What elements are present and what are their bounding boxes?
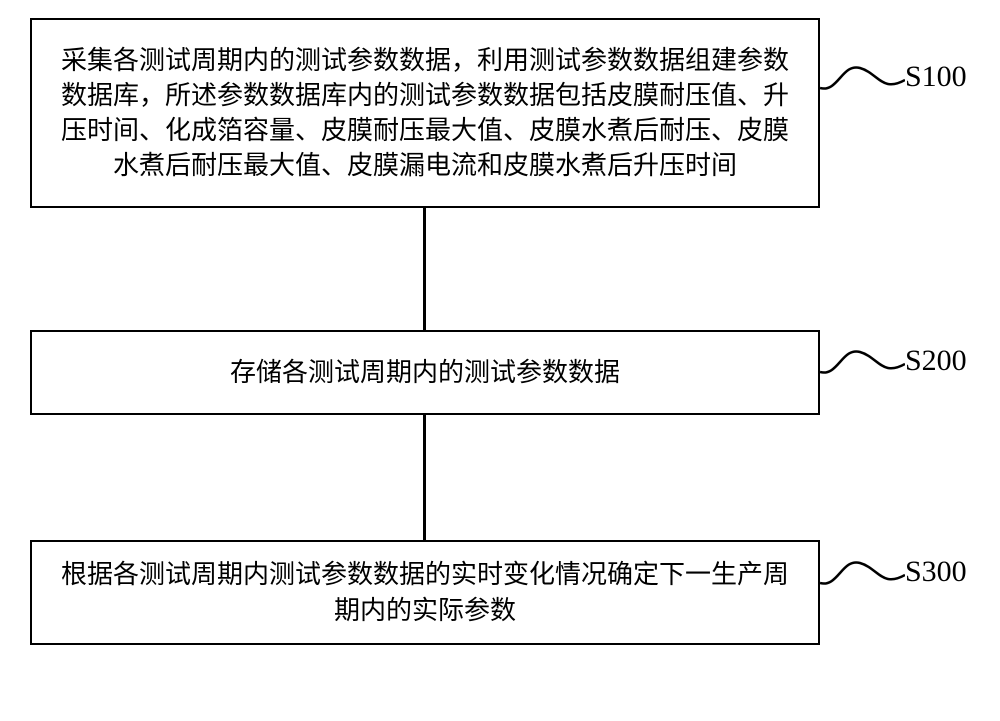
- edge-s200-s300: [423, 415, 426, 540]
- squiggle-s300: [820, 553, 905, 593]
- squiggle-s200: [820, 342, 905, 382]
- step-s300-box: 根据各测试周期内测试参数数据的实时变化情况确定下一生产周期内的实际参数: [30, 540, 820, 645]
- edge-s100-s200: [423, 208, 426, 330]
- step-s200-box: 存储各测试周期内的测试参数数据: [30, 330, 820, 415]
- step-s100-text: 采集各测试周期内的测试参数数据，利用测试参数数据组建参数数据库，所述参数数据库内…: [50, 43, 800, 183]
- step-s200-text: 存储各测试周期内的测试参数数据: [230, 355, 620, 390]
- label-s100: S100: [905, 60, 967, 94]
- flowchart-canvas: 采集各测试周期内的测试参数数据，利用测试参数数据组建参数数据库，所述参数数据库内…: [0, 0, 1000, 721]
- label-s300: S300: [905, 555, 967, 589]
- step-s100-box: 采集各测试周期内的测试参数数据，利用测试参数数据组建参数数据库，所述参数数据库内…: [30, 18, 820, 208]
- squiggle-s100: [820, 58, 905, 98]
- step-s300-text: 根据各测试周期内测试参数数据的实时变化情况确定下一生产周期内的实际参数: [50, 557, 800, 627]
- label-s200: S200: [905, 344, 967, 378]
